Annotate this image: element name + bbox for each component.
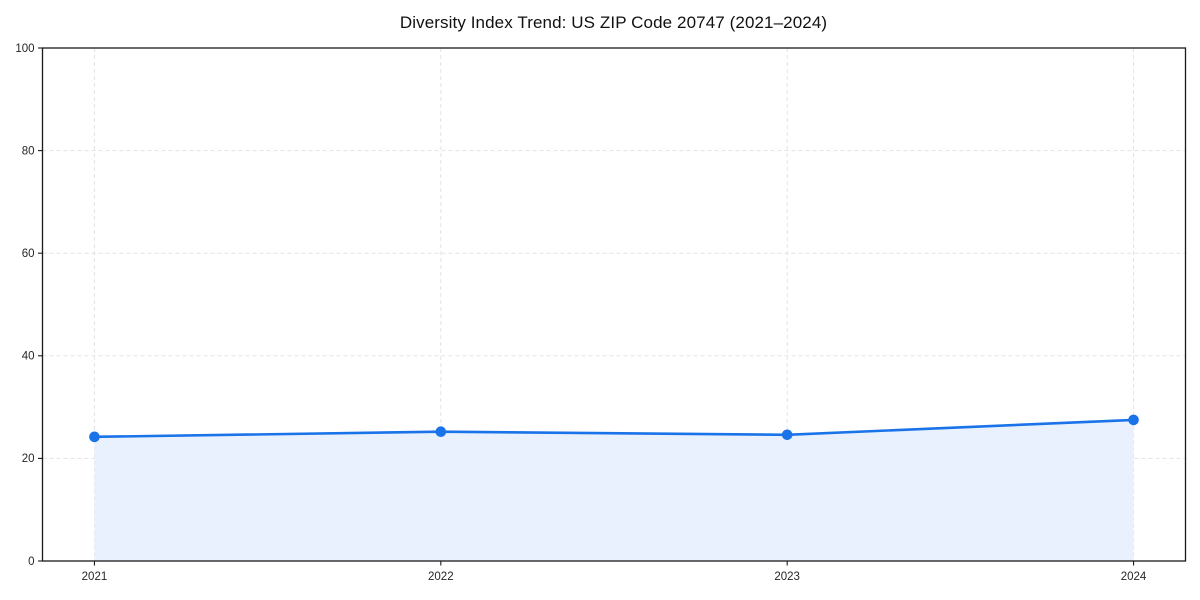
series-line (93, 418, 1135, 439)
data-point-marker (1128, 414, 1139, 426)
x-tick-label: 2023 (774, 571, 800, 583)
data-point-marker (435, 426, 447, 438)
x-tick-label: 2024 (1121, 571, 1147, 583)
series-area-fill (94, 419, 1134, 561)
y-tick-label: 80 (22, 145, 35, 157)
y-tick-label: 100 (15, 43, 34, 55)
chart-title: Diversity Index Trend: US ZIP Code 20747… (399, 13, 828, 32)
y-tick-label: 40 (22, 351, 35, 363)
y-tick-label: 60 (22, 248, 35, 260)
y-tick-label: 20 (22, 453, 35, 465)
y-tick-label: 0 (28, 556, 34, 568)
data-point-marker (89, 431, 100, 443)
x-tick-label: 2022 (428, 571, 454, 583)
plot-border (41, 47, 1187, 562)
x-tick-label: 2021 (82, 571, 108, 583)
data-point-marker (781, 429, 793, 441)
